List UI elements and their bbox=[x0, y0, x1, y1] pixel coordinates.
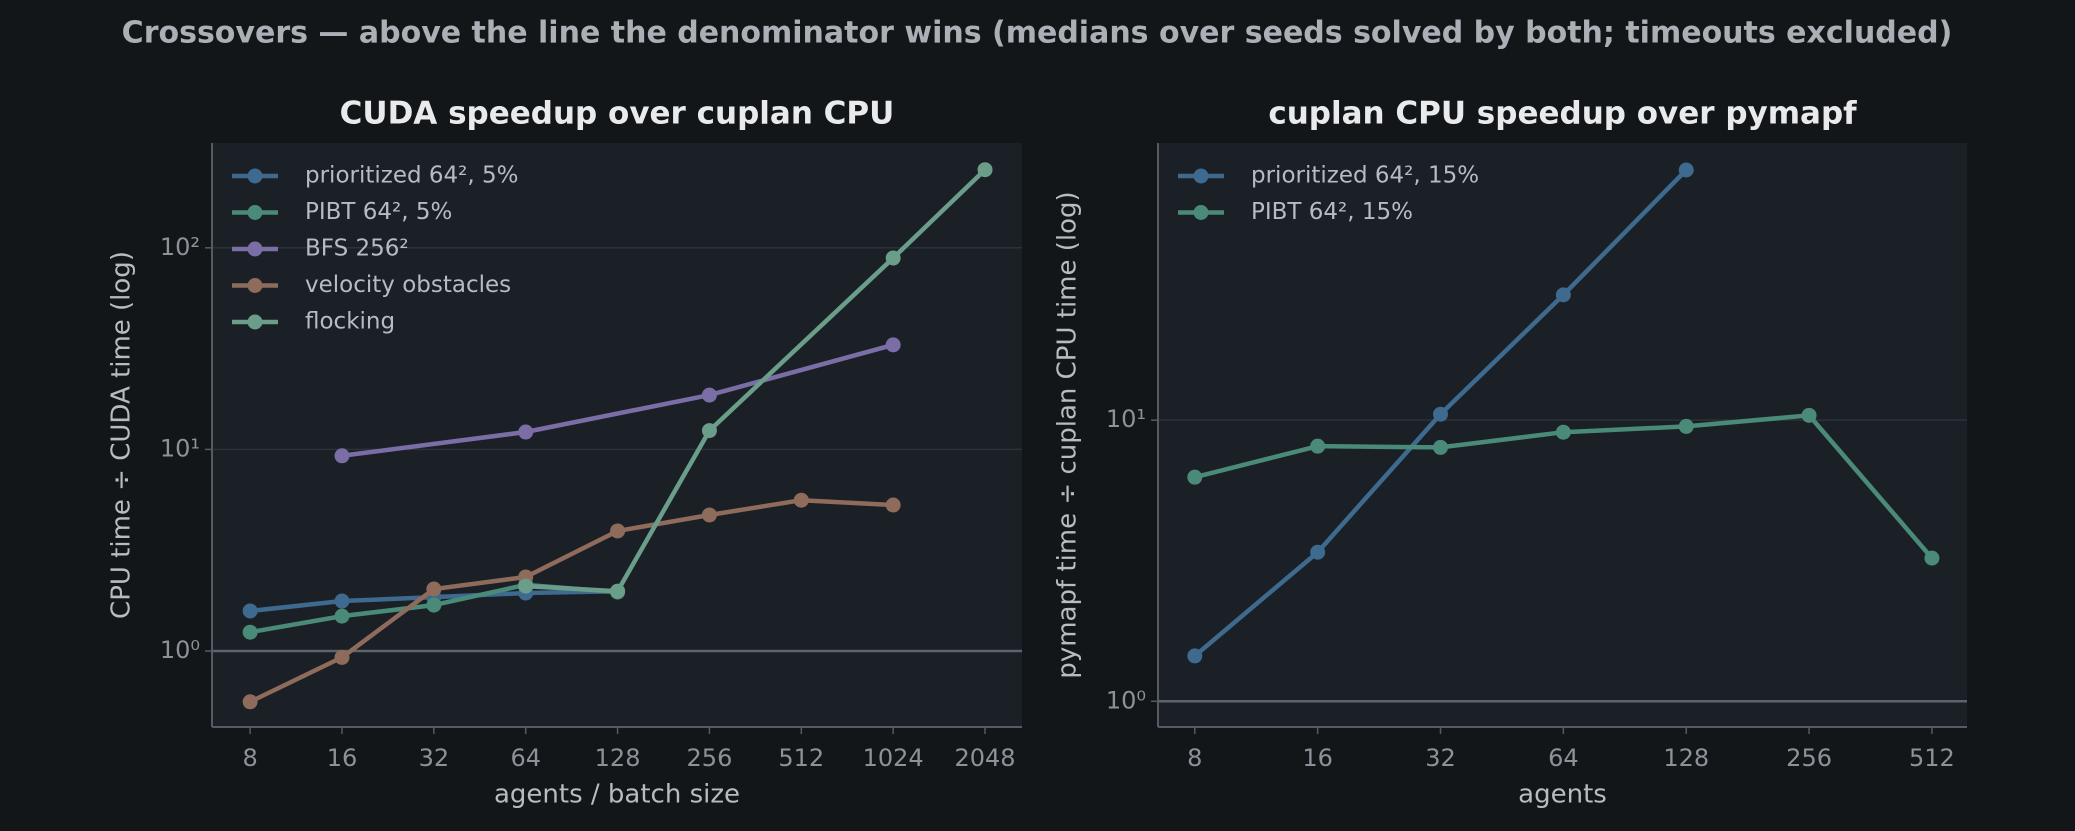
legend-label: velocity obstacles bbox=[305, 272, 511, 298]
y-tick-label: 10² bbox=[160, 233, 200, 261]
x-tick-label: 1024 bbox=[863, 744, 924, 772]
data-point bbox=[242, 603, 258, 619]
data-point bbox=[885, 497, 901, 513]
y-axis-label: pymapf time ÷ cuplan CPU time (log) bbox=[1053, 191, 1083, 678]
legend-label: PIBT 64², 5% bbox=[305, 199, 452, 225]
legend-marker bbox=[1193, 168, 1209, 184]
legend-marker bbox=[247, 278, 263, 293]
legend-label: prioritized 64², 5% bbox=[305, 163, 519, 189]
legend-marker bbox=[1193, 205, 1209, 220]
data-point bbox=[885, 337, 901, 353]
y-tick-label: 10¹ bbox=[1106, 405, 1146, 433]
x-tick-label: 64 bbox=[1548, 744, 1579, 772]
x-axis-label: agents / batch size bbox=[494, 780, 740, 810]
legend-marker bbox=[247, 314, 263, 330]
data-point bbox=[1555, 424, 1571, 440]
x-tick-label: 32 bbox=[419, 744, 450, 772]
x-tick-label: 512 bbox=[1909, 744, 1955, 772]
data-point bbox=[977, 162, 993, 178]
figure-title: Crossovers — above the line the denomina… bbox=[122, 16, 1953, 51]
x-tick-label: 8 bbox=[242, 744, 257, 772]
x-tick-label: 256 bbox=[1786, 744, 1832, 772]
axes-title: cuplan CPU speedup over pymapf bbox=[1268, 96, 1857, 132]
data-point bbox=[1433, 439, 1449, 455]
x-tick-label: 128 bbox=[595, 744, 641, 772]
data-point bbox=[334, 448, 350, 464]
data-point bbox=[701, 507, 717, 523]
y-tick-label: 10⁰ bbox=[160, 636, 200, 664]
data-point bbox=[426, 597, 442, 613]
x-tick-label: 2048 bbox=[954, 744, 1015, 772]
data-point bbox=[334, 649, 350, 665]
data-point bbox=[518, 424, 534, 440]
legend-marker bbox=[247, 168, 263, 184]
data-point bbox=[1555, 287, 1571, 303]
data-point bbox=[1924, 550, 1940, 566]
data-point bbox=[1310, 544, 1326, 560]
legend-marker bbox=[247, 205, 263, 220]
legend-label: PIBT 64², 15% bbox=[1251, 199, 1413, 225]
data-point bbox=[701, 387, 717, 403]
series-line bbox=[341, 342, 894, 459]
data-point bbox=[1801, 407, 1817, 423]
data-point bbox=[1678, 418, 1694, 434]
y-tick-label: 10⁰ bbox=[1106, 686, 1146, 714]
x-tick-label: 256 bbox=[687, 744, 733, 772]
x-tick-label: 16 bbox=[1302, 744, 1333, 772]
legend-marker bbox=[247, 241, 263, 257]
data-point bbox=[701, 423, 717, 439]
x-tick-label: 16 bbox=[327, 744, 358, 772]
x-tick-label: 128 bbox=[1663, 744, 1709, 772]
data-point bbox=[242, 694, 258, 710]
data-point bbox=[242, 624, 258, 640]
x-axis-label: agents bbox=[1518, 780, 1607, 810]
data-point bbox=[1678, 162, 1694, 178]
data-point bbox=[1187, 469, 1203, 485]
data-point bbox=[885, 250, 901, 266]
data-point bbox=[610, 583, 626, 599]
data-point bbox=[518, 578, 534, 594]
data-point bbox=[1187, 648, 1203, 664]
y-tick-label: 10¹ bbox=[160, 434, 200, 462]
data-point bbox=[334, 608, 350, 624]
axes-title: CUDA speedup over cuplan CPU bbox=[340, 96, 895, 132]
data-point bbox=[1310, 438, 1326, 454]
x-tick-label: 512 bbox=[778, 744, 824, 772]
data-point bbox=[1433, 406, 1449, 422]
legend-label: flocking bbox=[305, 309, 395, 335]
data-point bbox=[610, 523, 626, 539]
legend-label: prioritized 64², 15% bbox=[1251, 163, 1479, 189]
data-point bbox=[426, 581, 442, 597]
plot-area bbox=[212, 143, 1022, 727]
x-tick-label: 64 bbox=[510, 744, 541, 772]
series-line bbox=[249, 497, 894, 704]
x-tick-label: 32 bbox=[1425, 744, 1456, 772]
x-tick-label: 8 bbox=[1187, 744, 1202, 772]
data-point bbox=[334, 593, 350, 609]
legend-label: BFS 256² bbox=[305, 236, 409, 262]
data-point bbox=[793, 492, 809, 508]
y-axis-label: CPU time ÷ CUDA time (log) bbox=[107, 251, 137, 619]
